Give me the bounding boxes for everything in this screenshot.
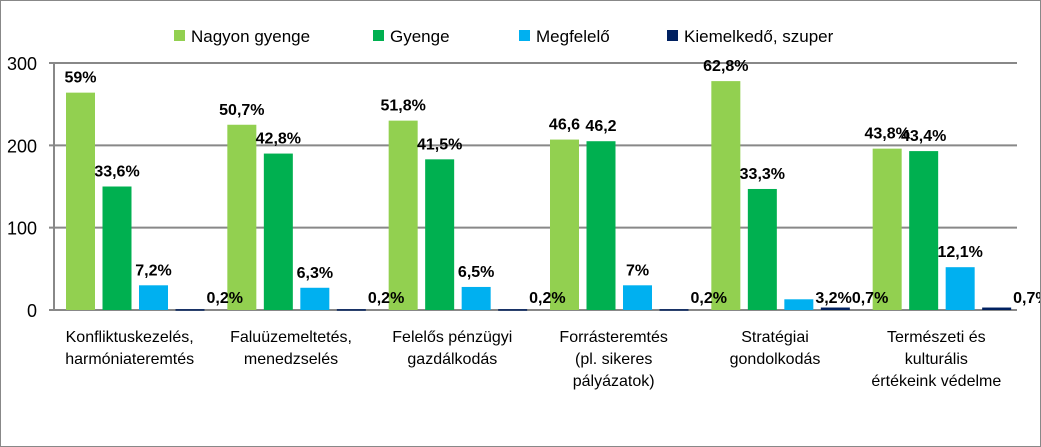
- bar-1-2: [425, 159, 455, 310]
- bar-2-2: [461, 286, 491, 310]
- category-label: gondolkodás: [730, 351, 821, 368]
- data-label: 62,8%: [703, 58, 748, 75]
- data-label: 12,1%: [937, 244, 982, 261]
- bar-0-1: [227, 124, 257, 310]
- category-label: menedzselés: [244, 351, 338, 368]
- category-label: pályázatok): [573, 373, 655, 390]
- category-label: Konfliktuskezelés,: [66, 329, 194, 346]
- legend-swatch: [519, 30, 530, 41]
- data-label: 6,5%: [458, 264, 494, 281]
- data-label: 41,5%: [417, 136, 462, 153]
- bar-0-5: [872, 148, 902, 310]
- bar-1-0: [102, 186, 132, 310]
- data-label: 7%: [626, 262, 649, 279]
- category-label: Stratégiai: [741, 329, 809, 346]
- legend-label: Nagyon gyenge: [191, 27, 310, 46]
- bar-2-1: [300, 287, 330, 310]
- y-tick-label: 200: [7, 136, 37, 156]
- category-label: Faluüzemeltetés,: [230, 329, 352, 346]
- category-label: harmóniateremtés: [65, 351, 194, 368]
- bar-2-5: [945, 267, 975, 310]
- data-label: 46,2: [585, 118, 616, 135]
- data-label: 0,2%: [368, 290, 404, 307]
- data-label: 33,3%: [740, 166, 785, 183]
- data-label: 43,8%: [864, 126, 909, 143]
- category-label: (pl. sikeres: [575, 351, 652, 368]
- legend-label: Megfelelő: [536, 27, 610, 46]
- y-tick-label: 0: [27, 301, 37, 321]
- data-label: 59%: [64, 70, 96, 87]
- category-label: értékeink védelme: [871, 373, 1001, 390]
- bar-3-1: [336, 309, 366, 311]
- category-label: gazdálkodás: [407, 351, 497, 368]
- data-label: 42,8%: [256, 131, 301, 148]
- bar-0-3: [550, 139, 579, 310]
- bar-2-4: [784, 299, 814, 310]
- data-label: 43,4%: [901, 128, 946, 145]
- bar-1-5: [909, 151, 939, 310]
- data-label: 7,2%: [135, 262, 171, 279]
- data-label: 50,7%: [219, 102, 264, 119]
- legend-label: Kiemelkedő, szuper: [684, 27, 834, 46]
- legend-swatch: [667, 30, 678, 41]
- data-label: 0,2%: [207, 290, 243, 307]
- category-label: Természeti és: [887, 329, 986, 346]
- data-label: 0,7%: [852, 290, 888, 307]
- category-label: Forrásteremtés: [559, 329, 667, 346]
- category-label: kulturális: [905, 351, 968, 368]
- bar-3-2: [498, 309, 528, 311]
- bar-3-5: [982, 307, 1012, 310]
- data-label: 0,2%: [691, 290, 727, 307]
- bar-2-0: [139, 285, 168, 310]
- bar-0-4: [711, 81, 741, 310]
- bar-1-3: [586, 141, 616, 310]
- bar-3-3: [659, 309, 689, 311]
- legend-label: Gyenge: [390, 27, 450, 46]
- bar-1-1: [263, 153, 293, 310]
- legend-swatch: [174, 30, 185, 41]
- category-label: Felelős pénzügyi: [392, 329, 512, 346]
- bar-3-4: [820, 307, 850, 310]
- data-label: 6,3%: [297, 265, 333, 282]
- bar-1-4: [747, 188, 777, 310]
- data-label: 33,6%: [94, 164, 139, 181]
- bar-0-2: [388, 120, 418, 310]
- data-label: 3,2%: [815, 290, 851, 307]
- data-label: 51,8%: [380, 98, 425, 115]
- legend-swatch: [373, 30, 384, 41]
- data-label: 0,7%: [1013, 290, 1041, 307]
- data-label: 46,6: [549, 117, 580, 134]
- data-label: 0,2%: [529, 290, 565, 307]
- bar-2-3: [623, 285, 652, 310]
- bar-3-0: [175, 309, 205, 311]
- y-tick-label: 100: [7, 219, 37, 239]
- bar-0-0: [66, 92, 95, 310]
- y-tick-label: 300: [7, 54, 37, 74]
